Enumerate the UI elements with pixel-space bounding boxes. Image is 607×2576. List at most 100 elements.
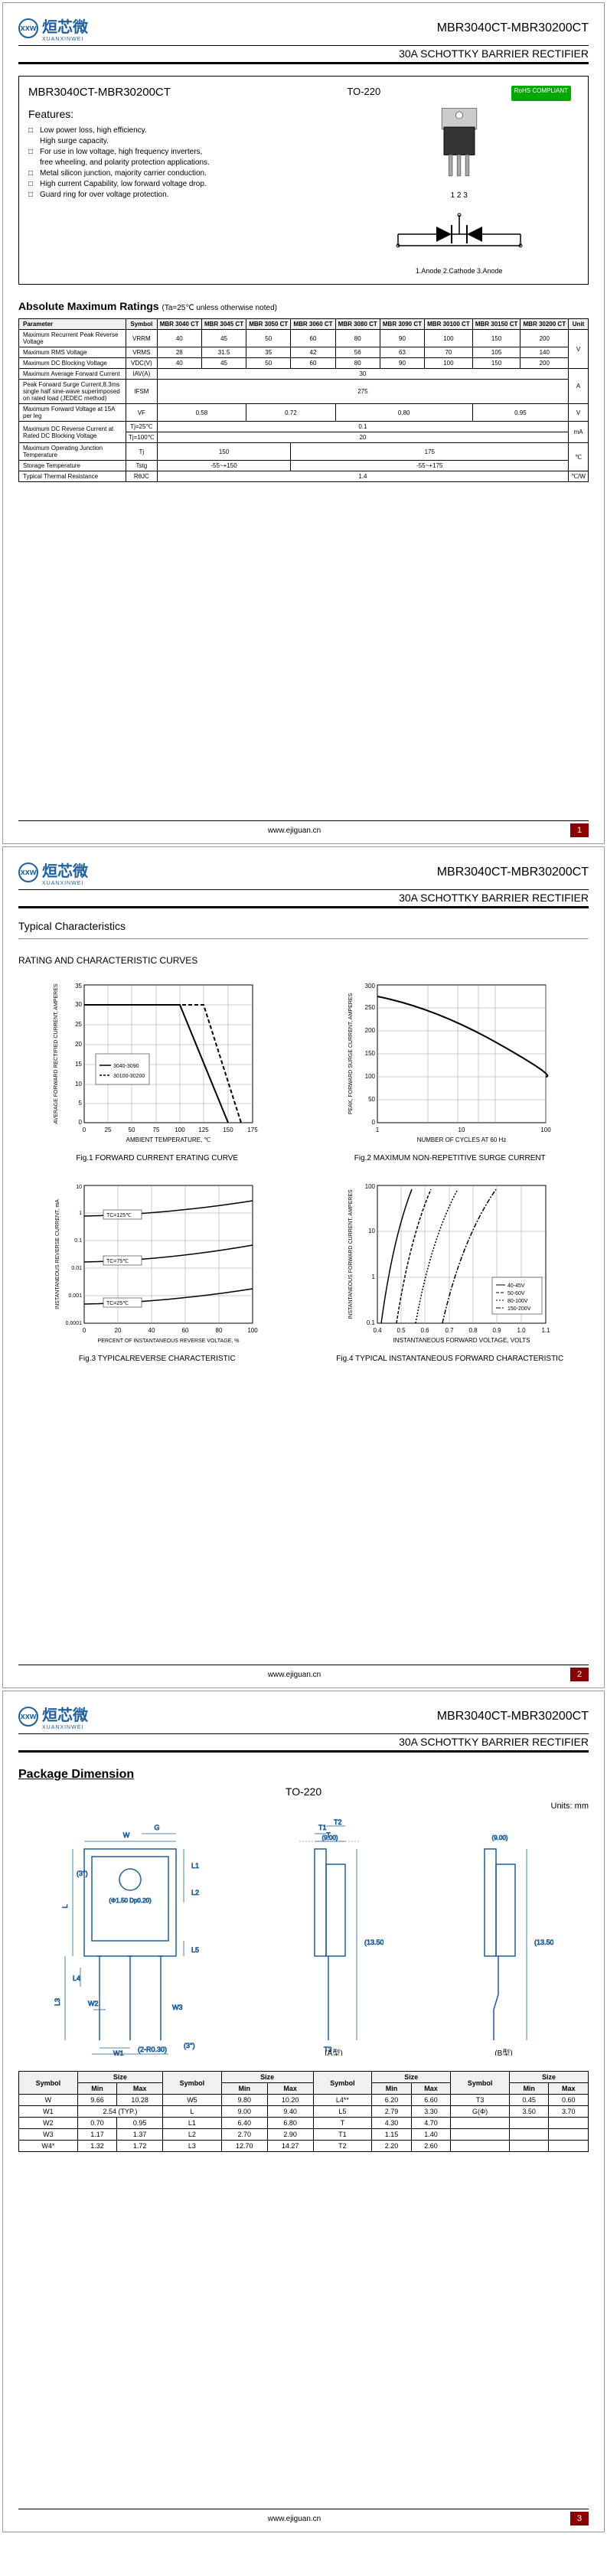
th: MBR 3040 CT [157, 319, 201, 330]
th: Unit [569, 319, 589, 330]
td: 105 [472, 347, 521, 358]
product-title: 30A SCHOTTKY BARRIER RECTIFIER [18, 47, 589, 64]
logo-chinese: 烜芯微 [42, 863, 88, 880]
feature-item: Metal silicon junction, majority carrier… [28, 169, 339, 178]
table-row: Peak Forward Surge Current,8.3ms single … [19, 380, 589, 404]
svg-text:TC=125℃: TC=125℃ [106, 1213, 132, 1218]
td: 275 [157, 380, 568, 404]
svg-text:0.5: 0.5 [397, 1327, 406, 1334]
svg-text:15: 15 [75, 1061, 82, 1068]
td: 100 [425, 330, 473, 347]
chart-grid: 3040-3090 30100-30200 AVERAGE FORWARD RE… [18, 977, 589, 1363]
feature-sub: High surge capacity. [40, 137, 339, 145]
table-row: Typical Thermal ResistanceRθJC1.4℃/W [19, 471, 589, 482]
svg-text:0.6: 0.6 [420, 1327, 429, 1334]
svg-text:L5: L5 [191, 1946, 199, 1954]
td: 0.58 [157, 404, 246, 422]
svg-text:10: 10 [76, 1185, 82, 1190]
th: MBR 3045 CT [201, 319, 246, 330]
logo-chinese: 烜芯微 [42, 1707, 88, 1724]
svg-text:0.4: 0.4 [373, 1327, 382, 1334]
td: Maximum Forward Voltage at 15A per leg [19, 404, 126, 422]
page-2: xxw 烜芯微XUANXINWEI MBR3040CT-MBR30200CT 3… [2, 846, 605, 1688]
table-row: Maximum RMS VoltageVRMS2831.535425663701… [19, 347, 589, 358]
svg-text:100: 100 [364, 1183, 375, 1190]
svg-text:30: 30 [75, 1001, 82, 1008]
td: IFSM [126, 380, 158, 404]
svg-text:125: 125 [199, 1127, 210, 1133]
curves-title: RATING AND CHARACTERISTIC CURVES [18, 955, 589, 966]
footer-link: www.ejiguan.cn [18, 827, 570, 835]
features-right: TO-220 RoHS COMPLIANT 1 2 3 [339, 86, 579, 275]
footer-link: www.ejiguan.cn [18, 2515, 570, 2523]
svg-text:L4: L4 [73, 1974, 80, 1982]
header: xxw 烜芯微XUANXINWEI MBR3040CT-MBR30200CT [18, 859, 589, 890]
footer: www.ejiguan.cn 1 [18, 820, 589, 837]
logo: xxw 烜芯微 XUANXINWEI [18, 15, 88, 42]
svg-text:25: 25 [105, 1127, 112, 1133]
td: 56 [335, 347, 380, 358]
svg-text:80-100V: 80-100V [507, 1299, 528, 1304]
th: MBR 3080 CT [335, 319, 380, 330]
svg-text:(3°): (3°) [184, 2042, 195, 2049]
logo-pinyin: XUANXINWEI [42, 881, 88, 886]
svg-text:INSTANTANEOUS FORWARD CURRENT,: INSTANTANEOUS FORWARD CURRENT, AMPERES [348, 1189, 354, 1319]
td: 150 [472, 358, 521, 369]
td: Tj [126, 443, 158, 461]
page-1: xxw 烜芯微 XUANXINWEI MBR3040CT-MBR30200CT … [2, 2, 605, 844]
svg-text:PEAK, FORWARD SURGE CURRENT, A: PEAK, FORWARD SURGE CURRENT, AMPERES [348, 993, 354, 1115]
part-number: MBR3040CT-MBR30200CT [437, 21, 589, 35]
to220-icon [429, 105, 490, 181]
td: 140 [521, 347, 569, 358]
td: 31.5 [201, 347, 246, 358]
th: MBR 3090 CT [380, 319, 424, 330]
td: 90 [380, 330, 424, 347]
td: 20 [157, 432, 568, 443]
svg-text:(13.50): (13.50) [534, 1939, 553, 1946]
td: 150 [472, 330, 521, 347]
td: ℃ [569, 443, 589, 471]
td: Typical Thermal Resistance [19, 471, 126, 482]
td: 90 [380, 358, 424, 369]
td: Maximum Average Forward Current [19, 369, 126, 380]
features-left: MBR3040CT-MBR30200CT Features: Low power… [28, 86, 339, 275]
package-dimension-title: Package Dimension [18, 1768, 589, 1782]
svg-text:L3: L3 [54, 1998, 61, 2006]
td: 42 [291, 347, 335, 358]
td: RθJC [126, 471, 158, 482]
td: 0.80 [335, 404, 472, 422]
chart-svg: PEAK, FORWARD SURGE CURRENT, AMPERES 050… [343, 977, 557, 1146]
page-number: 3 [570, 2512, 589, 2525]
svg-text:35: 35 [75, 983, 82, 990]
th: Symbol [126, 319, 158, 330]
footer-link: www.ejiguan.cn [18, 1671, 570, 1679]
chart-svg: 3040-3090 30100-30200 AVERAGE FORWARD RE… [50, 977, 264, 1146]
svg-text:50: 50 [129, 1127, 135, 1133]
chart-svg: TC=125℃ TC=75℃ TC=25℃ INSTANTANEOUS REVE… [50, 1178, 264, 1346]
svg-text:100: 100 [248, 1327, 259, 1334]
svg-text:40: 40 [148, 1327, 155, 1334]
td: 80 [335, 330, 380, 347]
table-row: Maximum Forward Voltage at 15A per legVF… [19, 404, 589, 422]
chart-svg: 40-45V 50-60V 80-100V 150-200V INSTANTAN… [343, 1178, 557, 1346]
svg-text:30100-30200: 30100-30200 [113, 1074, 145, 1079]
svg-text:50: 50 [368, 1096, 375, 1103]
td: 63 [380, 347, 424, 358]
svg-text:L2: L2 [191, 1889, 199, 1896]
view-label: (B型) [494, 2048, 512, 2056]
td: A [569, 369, 589, 404]
svg-text:80: 80 [216, 1327, 223, 1334]
svg-text:300: 300 [364, 983, 375, 990]
svg-text:150-200V: 150-200V [507, 1306, 531, 1312]
td: Peak Forward Surge Current,8.3ms single … [19, 380, 126, 404]
svg-text:175: 175 [248, 1127, 259, 1133]
table-row: Maximum Recurrent Peak Reverse VoltageVR… [19, 330, 589, 347]
svg-text:PERCENT OF INSTANTANEOUS REVER: PERCENT OF INSTANTANEOUS REVERSE VOLTAGE… [98, 1339, 240, 1344]
chart-2: PEAK, FORWARD SURGE CURRENT, AMPERES 050… [312, 977, 589, 1162]
td: 150 [157, 443, 291, 461]
td: 60 [291, 358, 335, 369]
td: 70 [425, 347, 473, 358]
header: xxw 烜芯微 XUANXINWEI MBR3040CT-MBR30200CT [18, 15, 589, 46]
svg-text:INSTANTANEOUS REVERSE CURRENT,: INSTANTANEOUS REVERSE CURRENT, mA [55, 1199, 60, 1309]
svg-text:250: 250 [364, 1004, 375, 1011]
